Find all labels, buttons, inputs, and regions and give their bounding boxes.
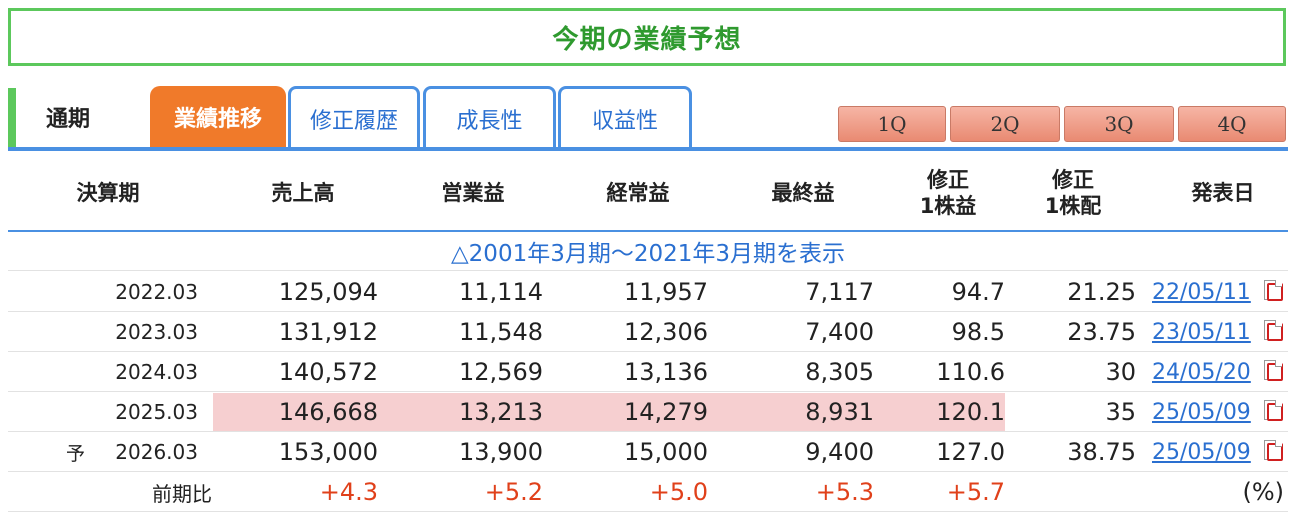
header-divider xyxy=(8,230,1288,232)
cell-period: 2026.03 xyxy=(115,440,198,464)
cell-operating-profit: 11,114 xyxy=(459,278,543,306)
cell-eps: 110.6 xyxy=(936,358,1005,386)
header-net-profit: 最終益 xyxy=(771,180,835,205)
cell-net-profit: 7,117 xyxy=(805,278,874,306)
table-row: 2024.03 140,572 12,569 13,136 8,305 110.… xyxy=(8,353,1288,391)
pdf-icon[interactable] xyxy=(1264,280,1283,301)
ratio-eps: +5.7 xyxy=(946,478,1005,506)
announce-date-link[interactable]: 25/05/09 xyxy=(1152,399,1251,425)
header-announce-date: 発表日 xyxy=(1191,180,1255,205)
cell-net-profit: 7,400 xyxy=(805,318,874,346)
cell-ordinary-profit: 15,000 xyxy=(624,438,708,466)
row-divider xyxy=(8,511,1288,512)
cell-sales: 131,912 xyxy=(278,318,378,346)
table-row: 予 2026.03 153,000 13,900 15,000 9,400 12… xyxy=(8,433,1288,471)
quarter-4q-button[interactable]: 4Q xyxy=(1178,106,1286,142)
tab-underline xyxy=(8,147,1288,151)
table-row: 2022.03 125,094 11,114 11,957 7,117 94.7… xyxy=(8,273,1288,311)
cell-operating-profit: 12,569 xyxy=(459,358,543,386)
announce-date-link[interactable]: 24/05/20 xyxy=(1152,359,1251,385)
cell-operating-profit: 13,900 xyxy=(459,438,543,466)
header-eps: 修正 1株益 xyxy=(919,167,977,218)
cell-net-profit: 9,400 xyxy=(805,438,874,466)
cell-ordinary-profit: 13,136 xyxy=(624,358,708,386)
cell-period: 2024.03 xyxy=(115,360,198,384)
cell-dps: 21.25 xyxy=(1067,278,1136,306)
tab-bar: 通期 業績推移 修正履歴 成長性 収益性 1Q 2Q 3Q 4Q xyxy=(8,86,1288,152)
tab-growth[interactable]: 成長性 xyxy=(423,86,556,148)
cell-eps: 127.0 xyxy=(936,438,1005,466)
section-title-box: 今期の業績予想 xyxy=(8,8,1286,66)
header-period: 決算期 xyxy=(76,180,140,205)
ratio-operating-profit: +5.2 xyxy=(484,478,543,506)
pdf-icon[interactable] xyxy=(1264,400,1283,421)
cell-eps: 98.5 xyxy=(951,318,1005,346)
cell-sales: 153,000 xyxy=(278,438,378,466)
cell-sales: 146,668 xyxy=(213,393,378,431)
cell-dps: 23.75 xyxy=(1067,318,1136,346)
ratio-sales: +4.3 xyxy=(319,478,378,506)
pdf-icon[interactable] xyxy=(1264,320,1283,341)
ratio-label: 前期比 xyxy=(152,481,212,506)
row-divider xyxy=(8,391,1288,392)
row-divider xyxy=(8,431,1288,432)
ratio-unit: (%) xyxy=(1242,478,1284,506)
section-title: 今期の業績予想 xyxy=(552,24,742,55)
cell-operating-profit: 11,548 xyxy=(459,318,543,346)
cell-net-profit: 8,305 xyxy=(805,358,874,386)
cell-ordinary-profit: 11,957 xyxy=(624,278,708,306)
tab-profitability[interactable]: 収益性 xyxy=(558,86,692,148)
show-older-periods-link[interactable]: △2001年3月期〜2021年3月期を表示 xyxy=(450,241,846,267)
pdf-icon[interactable] xyxy=(1264,360,1283,381)
pdf-icon[interactable] xyxy=(1264,440,1283,461)
forecast-mark: 予 xyxy=(66,442,86,465)
cell-period: 2025.03 xyxy=(115,400,198,424)
header-ordinary-profit: 経常益 xyxy=(606,180,670,205)
cell-dps: 30 xyxy=(1105,358,1136,386)
cell-dps: 38.75 xyxy=(1067,438,1136,466)
announce-date-link[interactable]: 23/05/11 xyxy=(1152,319,1251,345)
table-row: 2025.03 146,668 13,213 14,279 8,931 120.… xyxy=(8,393,1288,431)
quarter-2q-button[interactable]: 2Q xyxy=(950,106,1060,142)
row-divider xyxy=(8,471,1288,472)
cell-eps: 94.7 xyxy=(951,278,1005,306)
cell-net-profit: 8,931 xyxy=(708,393,874,431)
header-sales: 売上高 xyxy=(271,180,335,205)
cell-period: 2023.03 xyxy=(115,320,198,344)
yoy-ratio-row: 前期比 +4.3 +5.2 +5.0 +5.3 +5.7 (%) xyxy=(8,473,1288,511)
row-divider xyxy=(8,311,1288,312)
header-dps: 修正 1株配 xyxy=(1044,167,1102,218)
quarter-1q-button[interactable]: 1Q xyxy=(838,106,946,142)
row-divider xyxy=(8,270,1288,271)
ratio-ordinary-profit: +5.0 xyxy=(649,478,708,506)
announce-date-link[interactable]: 22/05/11 xyxy=(1152,279,1251,305)
cell-dps: 35 xyxy=(1105,398,1136,426)
tab-revision-history[interactable]: 修正履歴 xyxy=(288,86,420,148)
ratio-net-profit: +5.3 xyxy=(815,478,874,506)
cell-ordinary-profit: 12,306 xyxy=(624,318,708,346)
cell-period: 2022.03 xyxy=(115,280,198,304)
announce-date-link[interactable]: 25/05/09 xyxy=(1152,439,1251,465)
header-operating-profit: 営業益 xyxy=(441,180,505,205)
quarter-3q-button[interactable]: 3Q xyxy=(1064,106,1174,142)
green-marker xyxy=(8,88,16,148)
cell-eps: 120.1 xyxy=(874,393,1005,431)
cell-sales: 140,572 xyxy=(278,358,378,386)
tab-period-label: 通期 xyxy=(46,107,91,132)
row-divider xyxy=(8,351,1288,352)
cell-sales: 125,094 xyxy=(278,278,378,306)
cell-operating-profit: 13,213 xyxy=(378,393,543,431)
tab-performance-trend[interactable]: 業績推移 xyxy=(150,86,286,148)
table-row: 2023.03 131,912 11,548 12,306 7,400 98.5… xyxy=(8,313,1288,351)
table-header: 決算期 売上高 営業益 経常益 最終益 修正 1株益 修正 1株配 発表日 xyxy=(8,156,1288,230)
cell-ordinary-profit: 14,279 xyxy=(543,393,708,431)
